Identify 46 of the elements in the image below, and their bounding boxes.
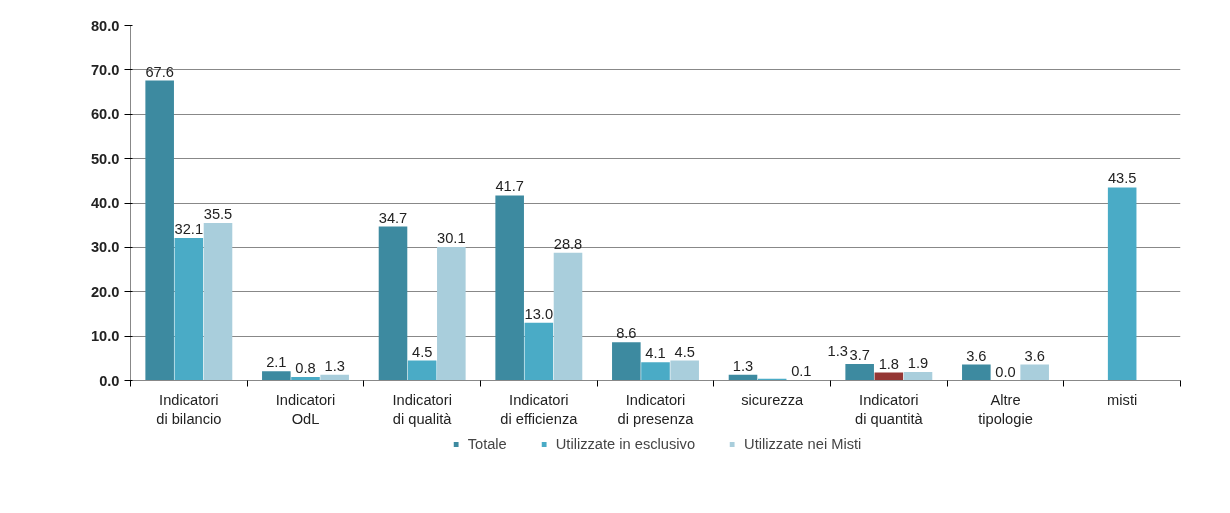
data-label: 3.6	[966, 347, 987, 364]
data-label: 30.1	[437, 229, 466, 246]
y-tick-label: 20.0	[90, 283, 120, 300]
y-tick-label: 40.0	[90, 195, 120, 211]
data-label: 43.5	[1107, 170, 1137, 187]
data-label: 8.6	[616, 325, 637, 342]
data-label: 3.7	[849, 347, 870, 364]
data-label: 4.5	[674, 343, 695, 360]
data-label: 13.0	[524, 305, 554, 322]
y-tick-label: 80.0	[90, 17, 120, 34]
y-tick-label: 10.0	[90, 328, 120, 345]
legend-label: Totale	[467, 436, 507, 452]
x-tick-label: misti	[1107, 391, 1138, 408]
annotation: 1.3	[827, 342, 848, 359]
data-label: 34.7	[378, 209, 408, 226]
x-tick-label: Indicatori di efficienza	[500, 391, 579, 427]
data-label: 67.6	[145, 63, 174, 80]
y-tick-label: 30.0	[90, 239, 120, 256]
legend-label: Utilizzate nei Misti	[744, 436, 862, 452]
data-label: 2.1	[266, 354, 287, 371]
data-label: 41.7	[495, 178, 524, 195]
data-label: 0.0	[995, 363, 1016, 380]
y-tick-label: 70.0	[90, 61, 120, 78]
y-tick-label: 60.0	[90, 106, 120, 123]
data-label: 0.8	[295, 359, 316, 376]
x-tick-label: Indicatori di presenza	[617, 391, 695, 427]
x-tick-label: sicurezza	[741, 391, 804, 408]
data-label: 35.5	[203, 205, 233, 222]
data-label: 4.5	[411, 343, 433, 360]
x-tick-label: Indicatori di bilancio	[156, 391, 222, 427]
x-tick-label: Altre tipologie	[978, 391, 1033, 427]
legend-label: Utilizzate in esclusivo	[555, 436, 696, 452]
data-label: 1.3	[324, 357, 345, 374]
data-label: 1.3	[732, 357, 754, 374]
data-label: 28.8	[553, 235, 583, 252]
data-label: 1.9	[907, 355, 929, 372]
data-label: 0.1	[791, 363, 812, 380]
x-tick-label: Indicatori OdL	[275, 391, 336, 427]
data-label: 4.1	[645, 345, 666, 362]
x-tick-label: Indicatori di qualità	[392, 391, 453, 427]
data-label: 1.8	[878, 355, 900, 372]
data-label: 3.6	[1024, 347, 1045, 364]
y-tick-label: 0.0	[99, 372, 120, 389]
y-tick-label: 50.0	[90, 150, 120, 167]
data-label: 32.1	[174, 221, 204, 238]
x-tick-label: Indicatori di quantità	[855, 391, 924, 427]
